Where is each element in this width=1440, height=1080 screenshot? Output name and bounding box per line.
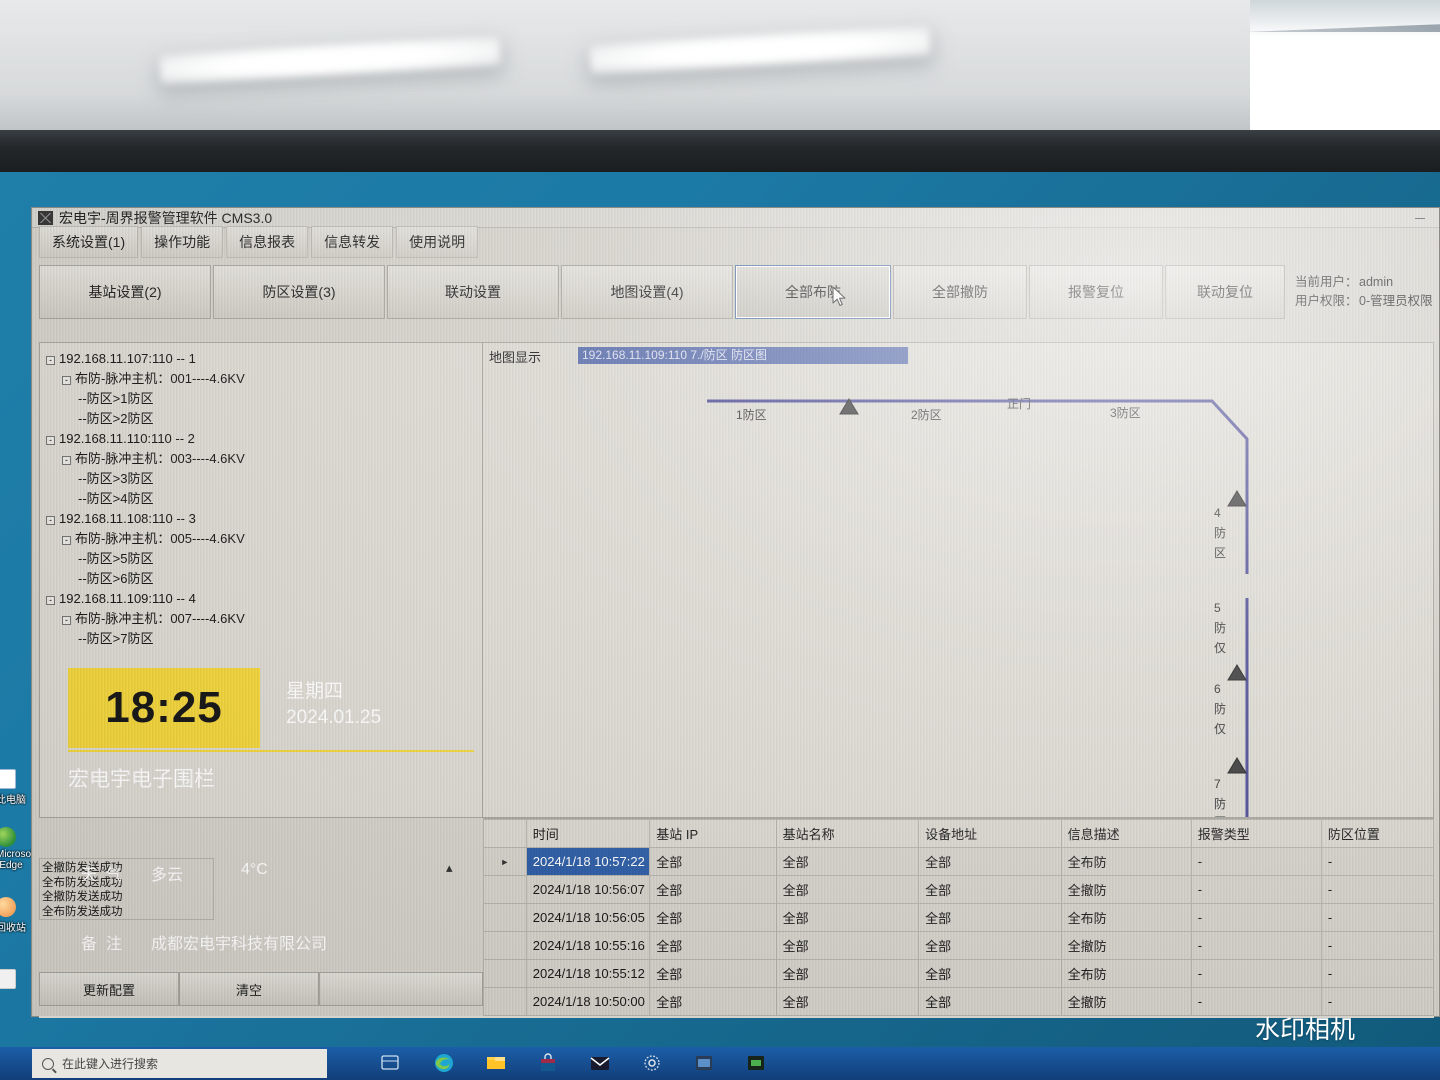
svg-text:正门: 正门 [1007, 396, 1031, 411]
svg-text:3防区: 3防区 [1110, 405, 1141, 420]
svg-text:防: 防 [1214, 796, 1226, 811]
svg-text:防: 防 [1214, 701, 1226, 716]
svg-text:1防区: 1防区 [736, 407, 767, 422]
svg-text:仅: 仅 [1214, 641, 1226, 655]
svg-text:仅: 仅 [1214, 722, 1226, 736]
svg-text:防: 防 [1214, 620, 1226, 635]
svg-text:2防区: 2防区 [911, 407, 942, 422]
svg-text:5: 5 [1214, 601, 1221, 615]
svg-text:7: 7 [1214, 777, 1221, 791]
svg-text:防: 防 [1214, 525, 1226, 540]
svg-text:4: 4 [1214, 506, 1221, 520]
svg-text:6: 6 [1214, 682, 1221, 696]
svg-text:区: 区 [1214, 546, 1226, 560]
